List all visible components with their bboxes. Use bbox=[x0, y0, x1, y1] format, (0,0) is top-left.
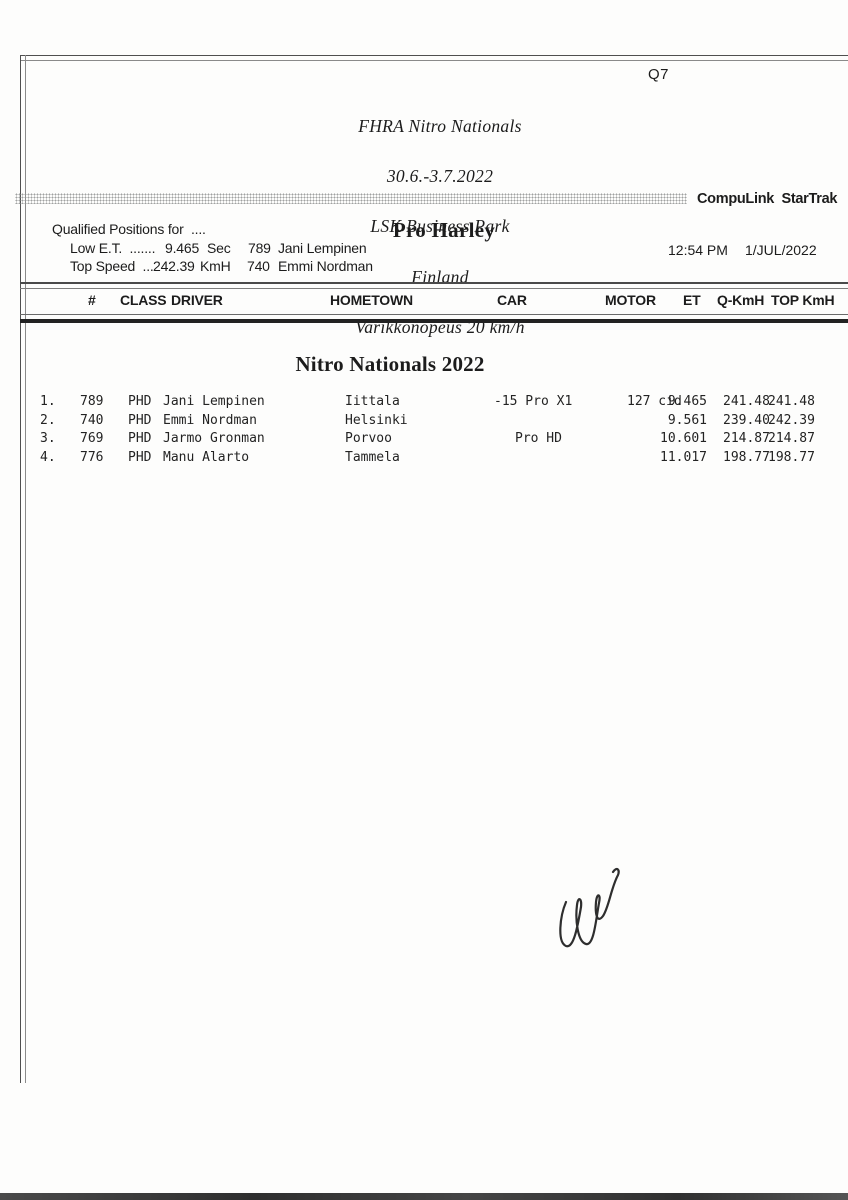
event-title: FHRA Nitro Nationals bbox=[358, 115, 522, 136]
cell-car-number: 789 bbox=[80, 394, 104, 409]
cell-motor: 127 cid bbox=[627, 394, 682, 409]
cell-class: PHD bbox=[128, 394, 152, 409]
print-time: 12:54 PM bbox=[668, 242, 728, 258]
col-header-motor: MOTOR bbox=[605, 292, 656, 308]
event-venue: LSK Business Park bbox=[370, 216, 510, 237]
section-title: Nitro Nationals 2022 bbox=[295, 352, 485, 376]
top-speed-unit: KmH bbox=[200, 258, 231, 274]
col-header-topkmh: TOP KmH bbox=[771, 292, 835, 308]
page-border-left bbox=[20, 55, 26, 1083]
cell-driver: Emmi Nordman bbox=[163, 412, 257, 428]
cell-driver: Manu Alarto bbox=[163, 450, 250, 466]
cell-qkmh: 198.77 bbox=[723, 450, 770, 466]
event-header: FHRA Nitro Nationals 30.6.-3.7.2022 LSK … bbox=[224, 84, 656, 370]
cell-car: -15 Pro X1 bbox=[494, 394, 573, 409]
event-country: Finland bbox=[411, 266, 469, 287]
scan-bottom-edge bbox=[0, 1193, 848, 1200]
cell-driver: Jarmo Gronman bbox=[163, 431, 265, 447]
table-row: 3. 769 PHD Jarmo Gronman Porvoo Pro HD 1… bbox=[0, 431, 848, 447]
table-row: 1. 789 PHD Jani Lempinen Iittala -15 Pro… bbox=[0, 394, 848, 410]
col-header-hometown: HOMETOWN bbox=[330, 292, 413, 308]
low-et-car-number: 789 bbox=[248, 240, 271, 256]
cell-position: 3. bbox=[40, 431, 56, 447]
cell-et: 9.465 bbox=[667, 394, 707, 409]
cell-qkmh: 214.87 bbox=[723, 431, 770, 447]
top-speed-driver: Emmi Nordman bbox=[278, 258, 373, 274]
cell-et: 11.017 bbox=[660, 450, 707, 466]
cell-position: 1. bbox=[40, 394, 56, 409]
cell-car-number: 740 bbox=[80, 412, 104, 428]
event-dates: 30.6.-3.7.2022 bbox=[386, 165, 494, 186]
col-header-car: CAR bbox=[497, 292, 527, 308]
table-rule-top bbox=[20, 282, 848, 289]
top-speed-value: 242.39 bbox=[153, 258, 195, 274]
page-label-q7: Q7 bbox=[648, 66, 670, 83]
cell-car-number: 769 bbox=[80, 431, 104, 447]
cell-class: PHD bbox=[128, 431, 152, 447]
cell-driver: Jani Lempinen bbox=[163, 394, 265, 409]
col-header-et: ET bbox=[683, 292, 701, 308]
cell-qkmh: 241.48 bbox=[723, 394, 770, 409]
cell-topkmh: 241.48 bbox=[768, 394, 815, 409]
cell-position: 2. bbox=[40, 412, 56, 428]
cell-hometown: Tammela bbox=[345, 450, 400, 466]
handwritten-signature bbox=[559, 867, 620, 948]
col-header-driver: DRIVER bbox=[171, 292, 223, 308]
cell-class: PHD bbox=[128, 450, 152, 466]
brand-label: CompuLink StarTrak bbox=[697, 191, 838, 207]
cell-et: 9.561 bbox=[667, 412, 707, 428]
col-header-qkmh: Q-KmH bbox=[717, 292, 765, 308]
cell-class: PHD bbox=[128, 412, 152, 428]
top-speed-car-number: 740 bbox=[247, 258, 270, 274]
table-row: 4. 776 PHD Manu Alarto Tammela 11.017 19… bbox=[0, 450, 848, 466]
category-title: Pro Harley bbox=[392, 218, 496, 242]
separator-band bbox=[15, 193, 687, 204]
cell-et: 10.601 bbox=[660, 431, 707, 447]
col-header-class: CLASS bbox=[120, 292, 167, 308]
cell-hometown: Porvoo bbox=[345, 431, 392, 447]
print-date: 1/JUL/2022 bbox=[745, 242, 817, 258]
qualified-title: Qualified Positions for .... bbox=[52, 221, 206, 237]
low-et-label: Low E.T. ....... bbox=[70, 240, 156, 256]
top-speed-label: Top Speed ... bbox=[70, 258, 154, 274]
cell-topkmh: 242.39 bbox=[768, 412, 815, 428]
low-et-unit: Sec bbox=[207, 240, 231, 256]
low-et-driver: Jani Lempinen bbox=[278, 240, 367, 256]
cell-topkmh: 198.77 bbox=[768, 450, 815, 466]
col-header-number: # bbox=[88, 292, 96, 308]
cell-car: Pro HD bbox=[515, 431, 562, 447]
page-border-top bbox=[20, 55, 848, 61]
low-et-value: 9.465 bbox=[165, 240, 200, 256]
cell-hometown: Iittala bbox=[345, 394, 400, 409]
cell-position: 4. bbox=[40, 450, 56, 466]
cell-qkmh: 239.40 bbox=[723, 412, 770, 428]
cell-topkmh: 214.87 bbox=[768, 431, 815, 447]
cell-car-number: 776 bbox=[80, 450, 104, 466]
table-row: 2. 740 PHD Emmi Nordman Helsinki 9.561 2… bbox=[0, 413, 848, 429]
cell-hometown: Helsinki bbox=[345, 412, 408, 428]
table-rule-bottom bbox=[20, 314, 848, 323]
